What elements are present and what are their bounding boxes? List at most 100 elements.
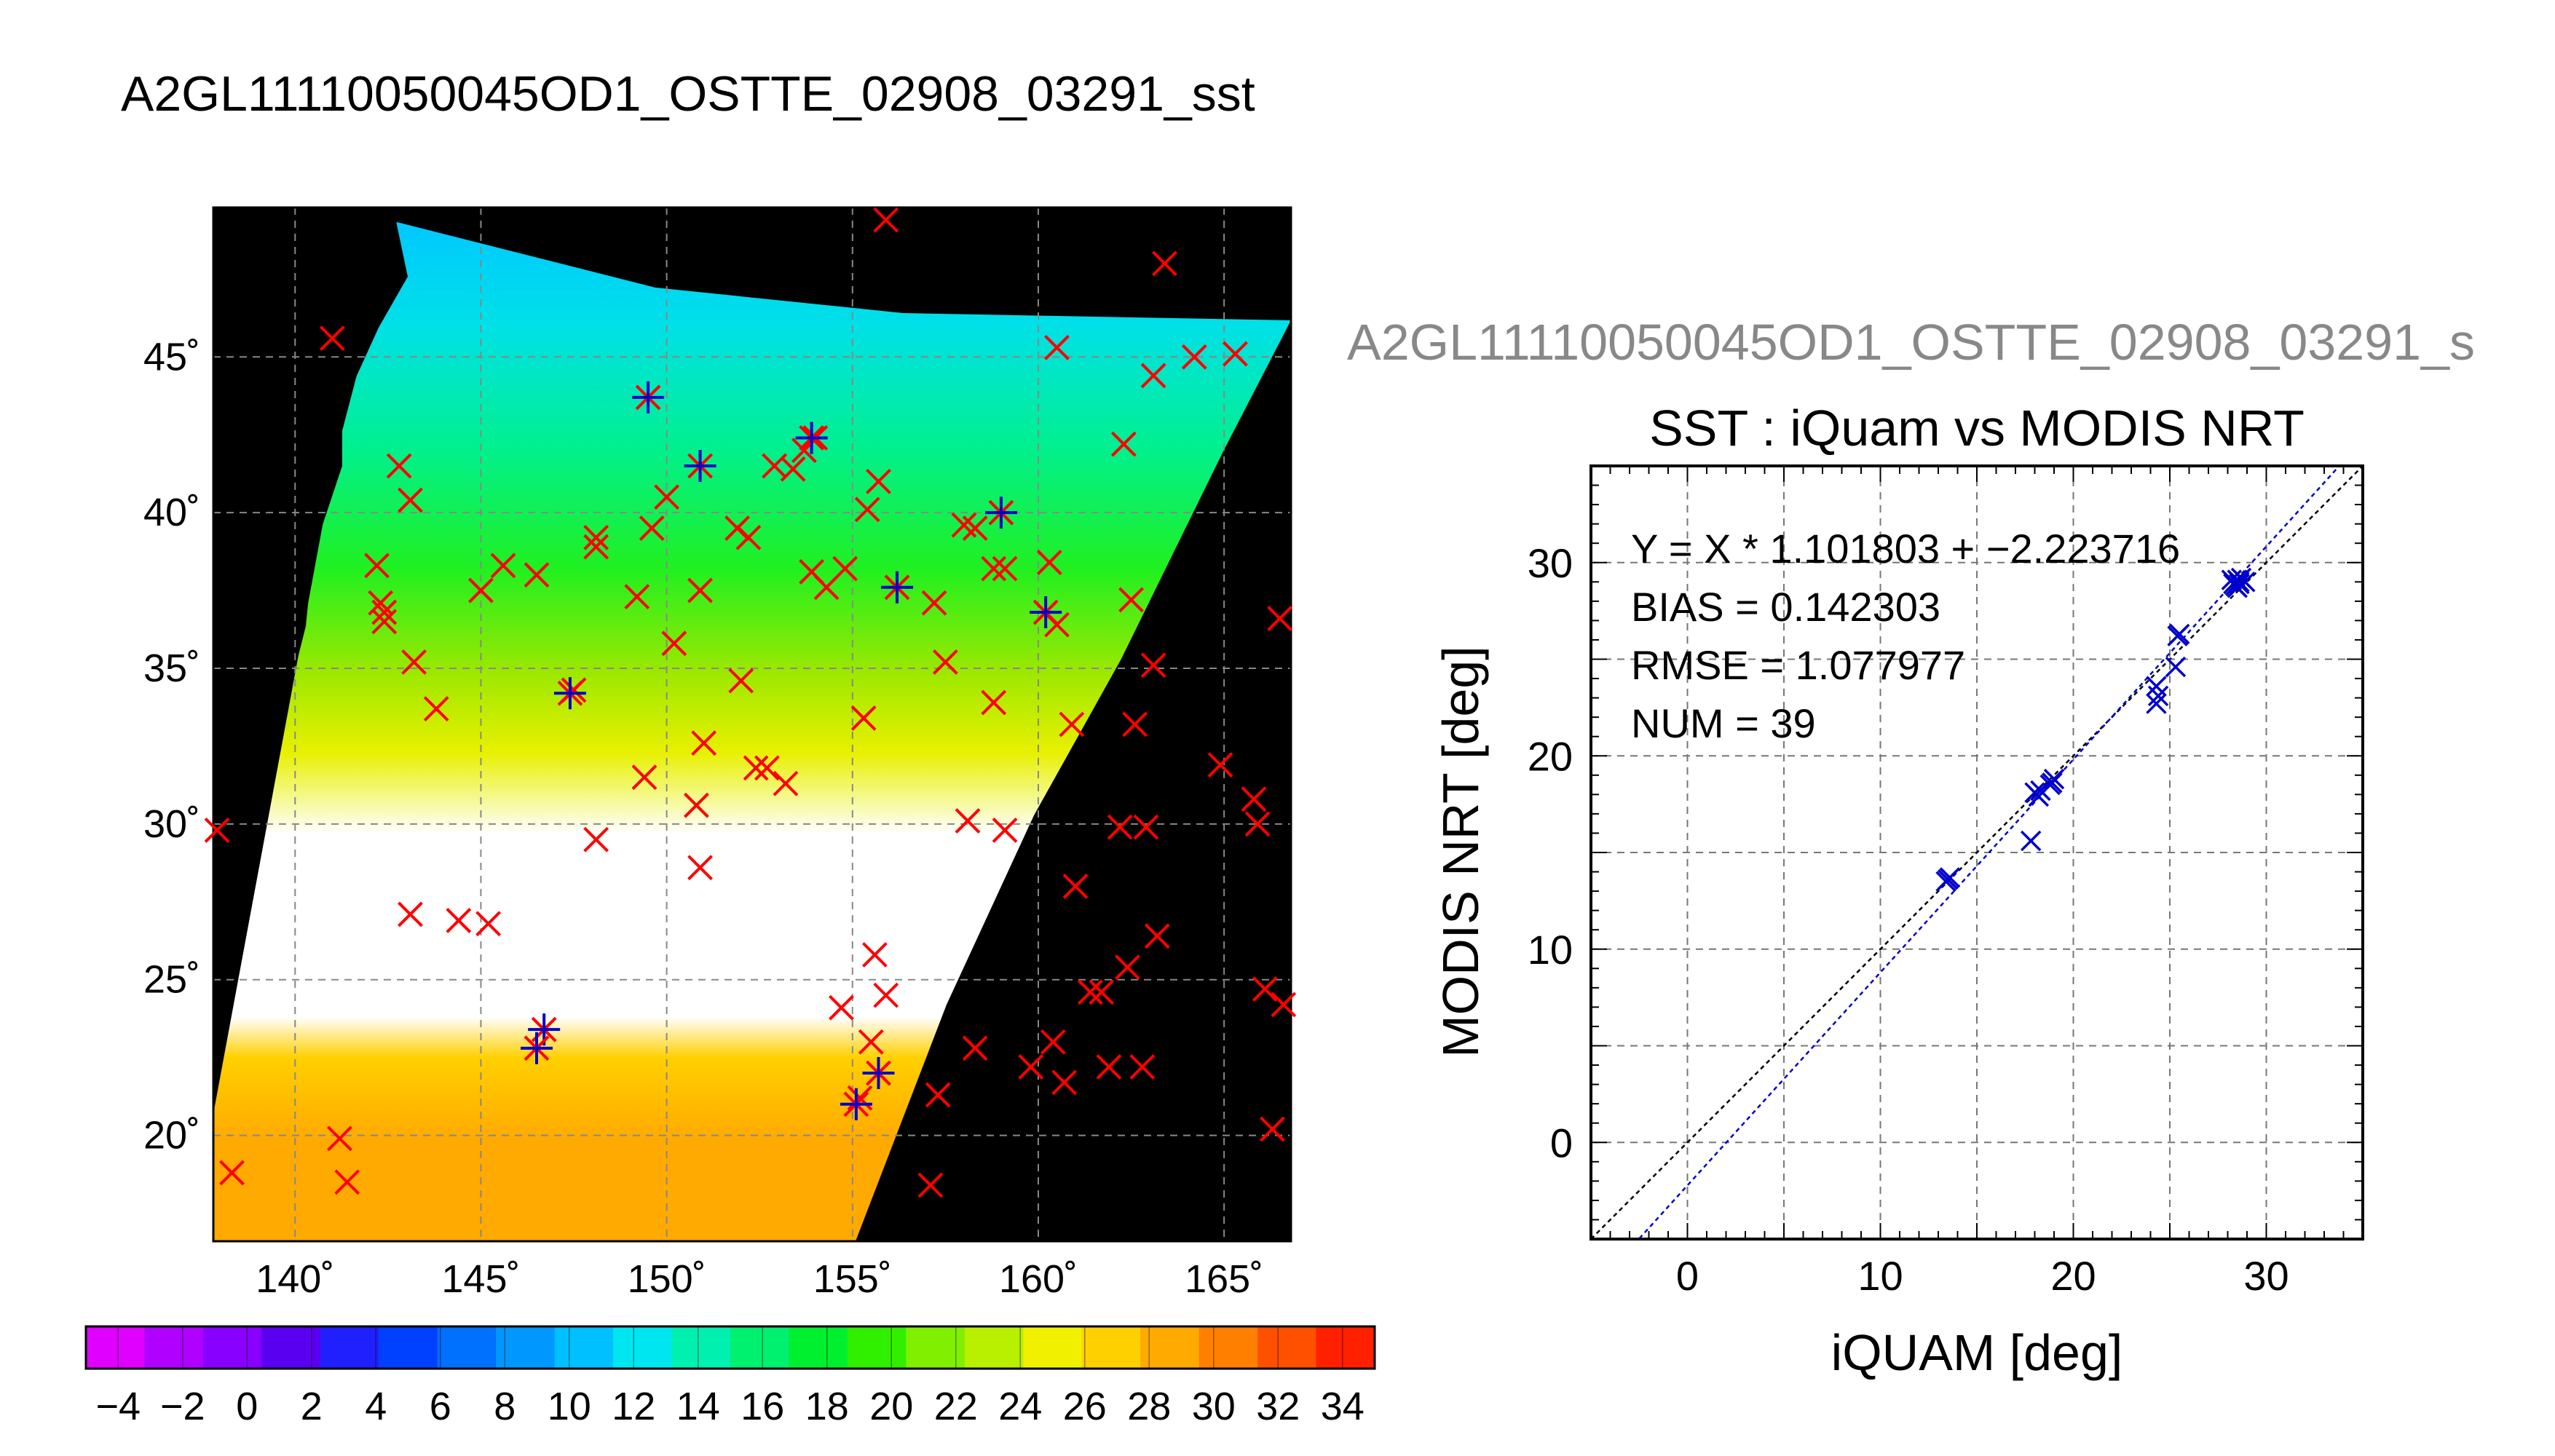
colorbar-tick-label: 32: [1256, 1385, 1300, 1428]
buoy-marker: [992, 818, 1018, 843]
colorbar-segment: [789, 1326, 848, 1369]
buoy-marker: [661, 630, 687, 657]
buoy-marker: [873, 982, 899, 1008]
buoy-marker: [981, 689, 1007, 716]
buoy-marker: [624, 584, 650, 610]
buoy-marker: [754, 755, 780, 781]
buoy-marker: [773, 770, 799, 796]
buoy-marker: [327, 1125, 352, 1152]
matchup-marker: [1030, 596, 1062, 629]
buoy-marker: [319, 325, 345, 352]
buoy-marker: [1267, 606, 1293, 631]
matchup-marker: [984, 496, 1017, 529]
colorbar-segment: [320, 1326, 380, 1369]
colorbar-tick-label: 26: [1063, 1385, 1107, 1428]
matchup-marker: [881, 571, 914, 604]
buoy-marker: [1260, 1116, 1285, 1142]
map-y-tick-label: 35˚: [143, 646, 200, 690]
buoy-marker: [1129, 1054, 1156, 1080]
buoy-marker: [371, 599, 398, 625]
buoy-marker: [1122, 711, 1148, 737]
buoy-marker: [1207, 752, 1233, 778]
buoy-marker: [962, 515, 988, 541]
buoy-marker: [925, 1082, 951, 1108]
map-y-tick-label: 45˚: [143, 335, 200, 379]
map-x-tick-label: 150˚: [628, 1257, 706, 1301]
buoy-marker: [962, 1035, 988, 1061]
colorbar-segment: [1140, 1326, 1200, 1369]
buoy-marker: [475, 911, 502, 937]
colorbar-segment: [1316, 1326, 1375, 1369]
colorbar-tick-label: 22: [934, 1385, 978, 1428]
buoy-marker: [1062, 873, 1089, 899]
buoy-marker: [524, 562, 550, 588]
buoy-marker: [398, 487, 423, 513]
colorbar-tick-label: 18: [805, 1385, 849, 1428]
buoy-marker: [687, 855, 713, 881]
scatter-overtitle: A2GL11110050045OD1_OSTTE_02908_03291_s: [1347, 314, 2475, 371]
colorbar-segment: [1023, 1326, 1083, 1369]
buoy-marker: [1089, 979, 1115, 1005]
colorbar-tick-label: 14: [676, 1385, 720, 1428]
buoy-marker: [219, 1160, 245, 1186]
buoy-marker: [1133, 814, 1159, 840]
colorbar-tick-label: 20: [869, 1385, 913, 1428]
colorbar-tick-label: 16: [741, 1385, 784, 1428]
buoy-marker: [1152, 250, 1177, 277]
buoy-marker: [850, 705, 877, 731]
colorbar-tick-label: 30: [1192, 1385, 1236, 1428]
colorbar-segment: [437, 1326, 497, 1369]
buoy-marker: [743, 755, 769, 781]
buoy-marker: [1044, 335, 1070, 360]
buoy-marker: [873, 207, 899, 233]
buoy-marker: [583, 524, 609, 550]
matchup-marker: [684, 450, 716, 482]
buoy-marker: [490, 553, 516, 579]
buoy-marker: [854, 496, 880, 523]
colorbar-segment: [1198, 1326, 1259, 1369]
buoy-marker: [932, 649, 958, 675]
buoy-marker: [446, 908, 472, 933]
colorbar-tick-label: 0: [236, 1385, 258, 1428]
buoy-marker: [334, 1169, 360, 1195]
buoy-marker: [858, 1029, 884, 1055]
buoy-marker: [866, 468, 891, 494]
colorbar-tick-label: 12: [612, 1385, 655, 1428]
buoy-marker: [687, 577, 713, 604]
buoy-marker: [1107, 814, 1133, 840]
colorbar-segment: [86, 1326, 146, 1369]
colorbar-segment: [671, 1326, 731, 1369]
buoy-marker: [728, 668, 754, 694]
colorbar-segment: [1257, 1326, 1317, 1369]
map-x-tick-label: 160˚: [999, 1257, 1078, 1301]
matchup-marker: [862, 1057, 895, 1090]
colorbar-tick-label: −2: [160, 1385, 205, 1428]
colorbar-segment: [202, 1326, 263, 1369]
buoy-marker: [1244, 811, 1271, 837]
buoy-marker: [832, 555, 858, 582]
buoy-marker: [1140, 652, 1166, 678]
colorbar-segment: [144, 1326, 204, 1369]
colorbar-segment: [613, 1326, 673, 1369]
buoy-marker: [1036, 550, 1062, 576]
buoy-marker: [780, 456, 806, 482]
buoy-marker: [735, 524, 762, 550]
map-x-tick-label: 140˚: [256, 1257, 334, 1301]
buoy-marker: [1140, 363, 1166, 389]
colorbar-segment: [906, 1326, 965, 1369]
map-frame: [212, 206, 1292, 1243]
buoy-marker: [1144, 923, 1170, 949]
map-y-tick-label: 30˚: [143, 802, 200, 846]
map-y-tick-label: 25˚: [143, 958, 200, 1002]
map-x-tick-label: 155˚: [813, 1257, 892, 1301]
buoy-marker: [691, 730, 717, 756]
land-mass-east: [856, 320, 1291, 1241]
colorbar-frame: [84, 1325, 1376, 1370]
buoy-marker: [1110, 431, 1137, 457]
matchup-marker: [521, 1032, 553, 1064]
buoy-marker: [654, 484, 680, 510]
colorbar-tick-label: −4: [95, 1385, 141, 1428]
buoy-marker: [386, 453, 412, 479]
buoy-marker: [1271, 992, 1297, 1018]
